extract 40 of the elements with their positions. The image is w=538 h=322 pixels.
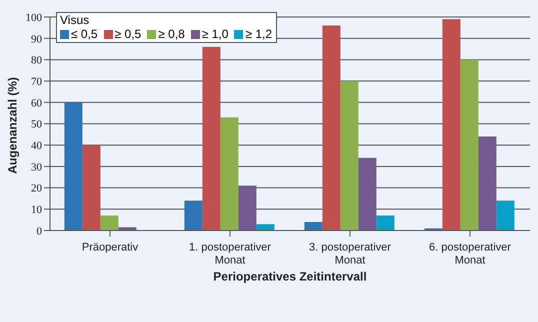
legend-label: ≥ 1,0	[202, 27, 228, 41]
x-tick-label: Präoperativ	[82, 242, 139, 254]
y-tick-label: 70	[31, 76, 42, 88]
bar	[100, 216, 118, 230]
bar	[460, 60, 478, 230]
bar	[256, 224, 274, 230]
bar	[82, 145, 100, 230]
y-tick-label: 60	[31, 97, 42, 110]
bar	[184, 200, 202, 230]
bar	[340, 81, 358, 230]
legend-label: ≤ 0,5	[71, 27, 98, 41]
y-tick-label: 20	[31, 182, 42, 195]
bar	[304, 222, 322, 230]
y-tick-label: 0	[36, 225, 42, 238]
legend-label: ≥ 0,5	[114, 27, 142, 41]
bar	[496, 200, 514, 230]
bar	[64, 102, 82, 230]
bar	[322, 26, 340, 230]
legend-title: Visus	[60, 13, 90, 27]
x-tick-label: 1. postoperativer Monat	[189, 242, 272, 266]
legend-label: ≥ 1,2	[245, 27, 272, 41]
x-tick-label: 6. postoperativer Monat	[429, 242, 512, 266]
bar	[478, 136, 496, 230]
y-tick-label: 80	[31, 54, 42, 67]
y-axis-title: Augenanzahl (%)	[5, 77, 20, 174]
x-tick-label: 3. postoperativer Monat	[309, 242, 392, 266]
legend-label: ≥ 0,8	[158, 27, 185, 41]
y-tick-label: 30	[31, 161, 42, 174]
y-tick-label: 100	[26, 12, 42, 24]
bar	[238, 186, 256, 230]
bar	[376, 216, 394, 230]
y-tick-label: 50	[31, 118, 42, 131]
bar	[202, 46, 220, 230]
bar	[358, 158, 376, 230]
x-axis-title: Perioperatives Zeitintervall	[213, 270, 367, 284]
bar	[220, 117, 238, 230]
y-tick-label: 10	[31, 204, 42, 216]
y-tick-label: 90	[31, 33, 42, 46]
bar	[442, 19, 460, 230]
y-tick-label: 40	[31, 140, 42, 152]
